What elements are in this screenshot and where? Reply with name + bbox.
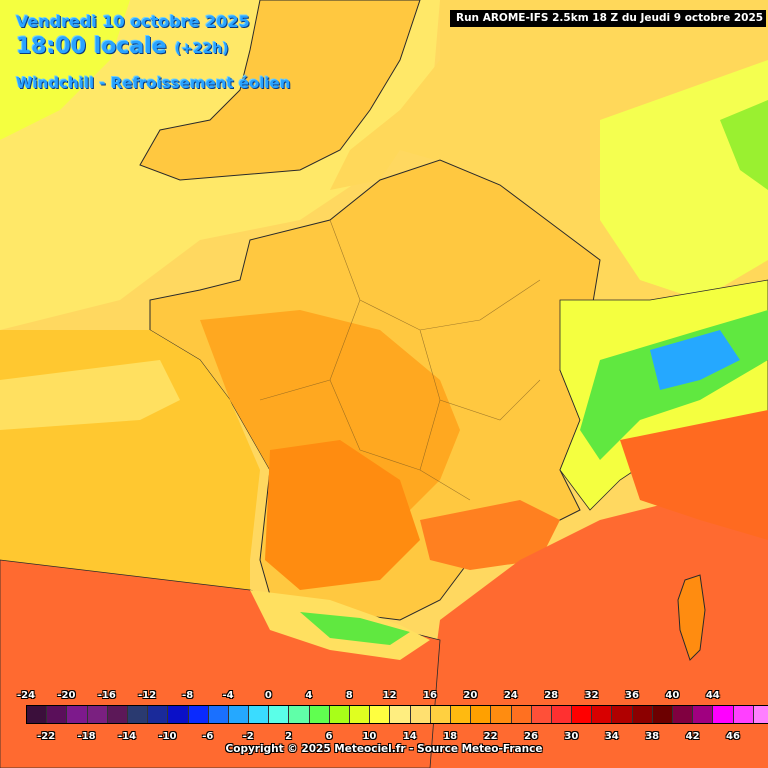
legend-swatch [188,706,209,723]
land-corsica [677,574,706,661]
legend-swatch [27,706,48,723]
legend-swatch [47,706,68,723]
forecast-time-value: 18:00 locale [16,34,167,59]
sea-mediterranean [420,500,768,768]
legend-swatch [67,706,88,723]
zone-germany-green [720,100,768,190]
legend-tick-bottom: 22 [483,731,498,742]
legend-swatch [430,706,451,723]
legend-tick-bottom: -2 [242,731,254,742]
forecast-time: 18:00 locale (+22h) [16,34,229,59]
legend-tick-bottom: 2 [285,731,293,742]
legend-swatch [572,706,593,723]
forecast-offset: (+22h) [174,41,229,57]
legend-tick-top: 20 [463,690,478,701]
legend-swatch [632,706,653,723]
legend-tick-bottom: 30 [564,731,579,742]
legend-tick-bottom: 14 [402,731,417,742]
legend-tick-top: 40 [665,690,680,701]
legend-tick-top: 8 [345,690,353,701]
legend-swatch [531,706,552,723]
legend-swatch [551,706,573,723]
legend-swatch [107,706,128,723]
sea-biscay-light [0,360,180,430]
legend-tick-top: 44 [705,690,720,701]
legend-color-bar [26,705,768,724]
zone-pyrenees-green [300,612,410,645]
legend-swatch [511,706,532,723]
legend-swatch [753,706,768,723]
legend-tick-bottom: 42 [685,731,700,742]
zone-alps-cyan [650,330,740,390]
land-uk [139,0,421,181]
legend-tick-bottom: 6 [325,731,333,742]
legend-swatch [329,706,350,723]
legend-tick-top: 32 [584,690,599,701]
legend-swatch [289,706,310,723]
legend-tick-top: -24 [16,690,36,701]
legend-tick-bottom: -6 [202,731,214,742]
legend-tick-top: 0 [264,690,272,701]
legend-tick-top: -8 [182,690,194,701]
legend-swatch [471,706,492,723]
legend-swatch [693,706,714,723]
legend-tick-top: -16 [97,690,116,701]
forecast-date: Vendredi 10 octobre 2025 [16,12,250,31]
color-scale-legend: -24 -20 -16 -12 -8 -4 0 4 8 12 16 20 24 28 32 36 40 44 -22… [0,686,768,768]
legend-tick-top: 36 [625,690,639,701]
legend-swatch [269,706,290,723]
legend-tick-bottom: 38 [645,731,660,742]
legend-swatch [148,706,169,723]
zone-southwest-red [265,440,420,590]
legend-swatch [228,706,250,723]
legend-tick-bottom: -10 [158,731,177,742]
region-borders [259,219,541,501]
legend-tick-bottom: -14 [117,731,137,742]
legend-swatch [87,706,108,723]
legend-tick-top: -4 [222,690,234,701]
legend-swatch [309,706,330,723]
legend-tick-top: 24 [503,690,518,701]
legend-swatch [127,706,149,723]
legend-tick-bottom: 34 [604,731,619,742]
zone-topleft-lime [0,0,130,140]
legend-tick-top: 12 [382,690,397,701]
legend-swatch [350,706,371,723]
legend-tick-top: 28 [544,690,559,701]
legend-swatch [370,706,391,723]
legend-swatch [390,706,411,723]
legend-swatch [652,706,673,723]
legend-swatch [592,706,613,723]
run-info-banner: Run AROME-IFS 2.5km 18 Z du Jeudi 9 octo… [450,10,766,27]
legend-swatch [168,706,189,723]
legend-swatch [733,706,754,723]
legend-swatch [208,706,229,723]
copyright-text: Copyright © 2025 Meteociel.fr - Source M… [225,743,543,755]
legend-tick-top: -20 [57,690,76,701]
legend-swatch [491,706,512,723]
legend-tick-bottom: 26 [524,731,538,742]
parameter-name: Windchill - Refroissement éolien [16,74,291,92]
legend-tick-bottom: -18 [77,731,96,742]
legend-tick-top: -12 [138,690,157,701]
legend-tick-bottom: 18 [443,731,458,742]
legend-tick-bottom: -22 [37,731,56,742]
land-po-valley [620,410,768,540]
legend-tick-bottom: 46 [726,731,740,742]
legend-swatch [450,706,472,723]
legend-swatch [410,706,431,723]
legend-tick-top: 4 [305,690,313,701]
legend-swatch [673,706,694,723]
zone-rhone-red [420,500,560,570]
legend-swatch [713,706,734,723]
legend-tick-bottom: 10 [362,731,377,742]
legend-tick-top: 16 [423,690,437,701]
legend-swatch [249,706,270,723]
legend-swatch [612,706,633,723]
